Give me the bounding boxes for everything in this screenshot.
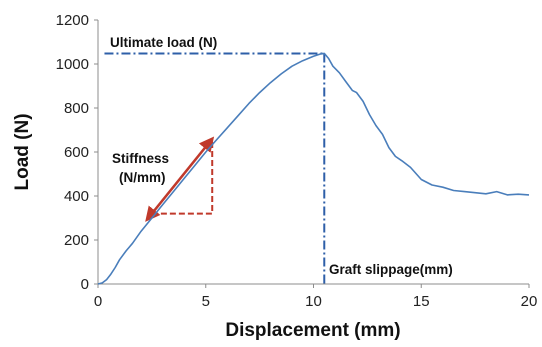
y-tick-label: 200 <box>64 232 89 249</box>
ultimate-load-guides <box>104 52 326 284</box>
stiffness-annotation <box>145 136 215 222</box>
y-tick-label: 1200 <box>56 12 89 29</box>
y-tick-label: 0 <box>81 276 89 293</box>
graft-slippage-label: Graft slippage(mm) <box>329 262 453 277</box>
x-tick-label: 5 <box>202 293 210 310</box>
x-tick-label: 10 <box>305 293 322 310</box>
y-axis-title: Load (N) <box>12 113 33 190</box>
ultimate-load-label: Ultimate load (N) <box>110 35 217 50</box>
y-tick-label: 400 <box>64 188 89 205</box>
y-tick-label: 1000 <box>56 56 89 73</box>
x-axis-title: Displacement (mm) <box>225 320 400 341</box>
stiffness-arrow <box>145 136 215 222</box>
y-tick-label: 800 <box>64 100 89 117</box>
x-tick-label: 20 <box>521 293 538 310</box>
y-tick-label: 600 <box>64 144 89 161</box>
y-tick-labels: 0 200 400 600 800 1000 1200 <box>56 12 98 293</box>
stiffness-label-line2: (N/mm) <box>119 170 166 185</box>
x-tick-label: 15 <box>413 293 430 310</box>
x-tick-label: 0 <box>94 293 102 310</box>
stiffness-label-line1: Stiffness <box>112 151 169 166</box>
load-displacement-series-line <box>97 52 530 285</box>
series-layer <box>97 52 530 285</box>
x-tick-labels: 0 5 10 15 20 <box>94 284 538 310</box>
